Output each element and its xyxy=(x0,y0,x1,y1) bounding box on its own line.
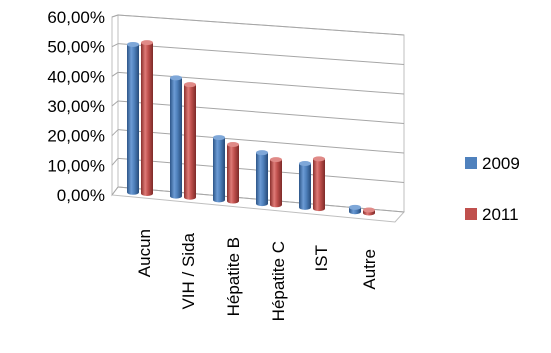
bar-top xyxy=(213,135,225,141)
bar-top xyxy=(299,161,311,167)
bar-body xyxy=(313,158,325,212)
bar-body xyxy=(270,159,282,208)
gridline-side xyxy=(111,71,119,77)
bar-2009-2 xyxy=(213,135,225,203)
y-tick-label: 10,00% xyxy=(47,156,105,175)
bar-body xyxy=(141,42,153,197)
bar-top xyxy=(127,41,139,47)
legend-swatch-2011 xyxy=(465,208,477,220)
bar-2011-2 xyxy=(227,141,239,204)
legend-label-2011: 2011 xyxy=(482,205,519,224)
y-tick-label: 40,00% xyxy=(47,67,105,86)
bar-body xyxy=(184,84,196,200)
bar-top xyxy=(256,150,268,156)
gridline xyxy=(117,100,405,124)
bar-2011-1 xyxy=(184,82,196,200)
gridline xyxy=(117,43,405,65)
y-tick-label: 50,00% xyxy=(47,38,105,57)
bar-2011-5 xyxy=(363,207,375,216)
bar-2011-3 xyxy=(270,157,282,208)
bar-body xyxy=(170,77,182,199)
y-axis: 0,00% 10,00% 20,00% 30,00% 40,00% 50,00% 60,00… xyxy=(47,8,105,205)
y-tick-label: 60,00% xyxy=(47,8,105,27)
x-axis: Aucun VIH / Sida Hépatite B Hépatite C IST Au… xyxy=(135,229,379,321)
gridline-side xyxy=(111,186,119,196)
bar-2009-4 xyxy=(299,161,311,210)
y-tick-label: 30,00% xyxy=(47,97,105,116)
gridline-side xyxy=(111,129,119,137)
x-tick-label: Autre xyxy=(360,249,379,290)
bars xyxy=(127,40,375,216)
x-tick-label: IST xyxy=(312,245,331,271)
x-tick-label: Hépatite B xyxy=(224,237,243,316)
x-tick-label: Aucun xyxy=(135,229,154,277)
gridline xyxy=(117,71,405,95)
bar-2009-3 xyxy=(256,150,268,207)
x-tick-label: Hépatite C xyxy=(269,241,288,321)
gridline xyxy=(117,14,405,36)
bar-top xyxy=(349,204,361,210)
gridline-side xyxy=(111,100,119,107)
bar-2011-0 xyxy=(141,40,153,197)
bar-body xyxy=(256,152,268,207)
y-tick-label: 0,00% xyxy=(57,186,105,205)
gridline-side xyxy=(111,158,119,166)
legend: 2009 2011 xyxy=(465,154,520,224)
legend-label-2009: 2009 xyxy=(482,154,520,173)
bar-body xyxy=(213,137,225,203)
bar-body xyxy=(299,163,311,210)
y-tick-label: 20,00% xyxy=(47,127,105,146)
bar-top xyxy=(363,207,375,213)
bar-2009-0 xyxy=(127,41,139,195)
bar-top xyxy=(270,157,282,163)
bar-top xyxy=(313,156,325,162)
bar-2011-4 xyxy=(313,156,325,212)
gridline xyxy=(117,129,405,154)
bar-body xyxy=(227,144,239,204)
legend-swatch-2009 xyxy=(465,157,477,169)
bar-top xyxy=(141,40,153,46)
bar-body xyxy=(127,44,139,195)
bar-top xyxy=(184,82,196,88)
bar-top xyxy=(170,75,182,81)
x-tick-label: VIH / Sida xyxy=(179,232,198,309)
bar-2009-1 xyxy=(170,75,182,199)
gridline-side xyxy=(111,43,119,48)
gridline-side xyxy=(111,14,119,18)
bar-top xyxy=(227,141,239,147)
bar-2009-5 xyxy=(349,204,361,215)
